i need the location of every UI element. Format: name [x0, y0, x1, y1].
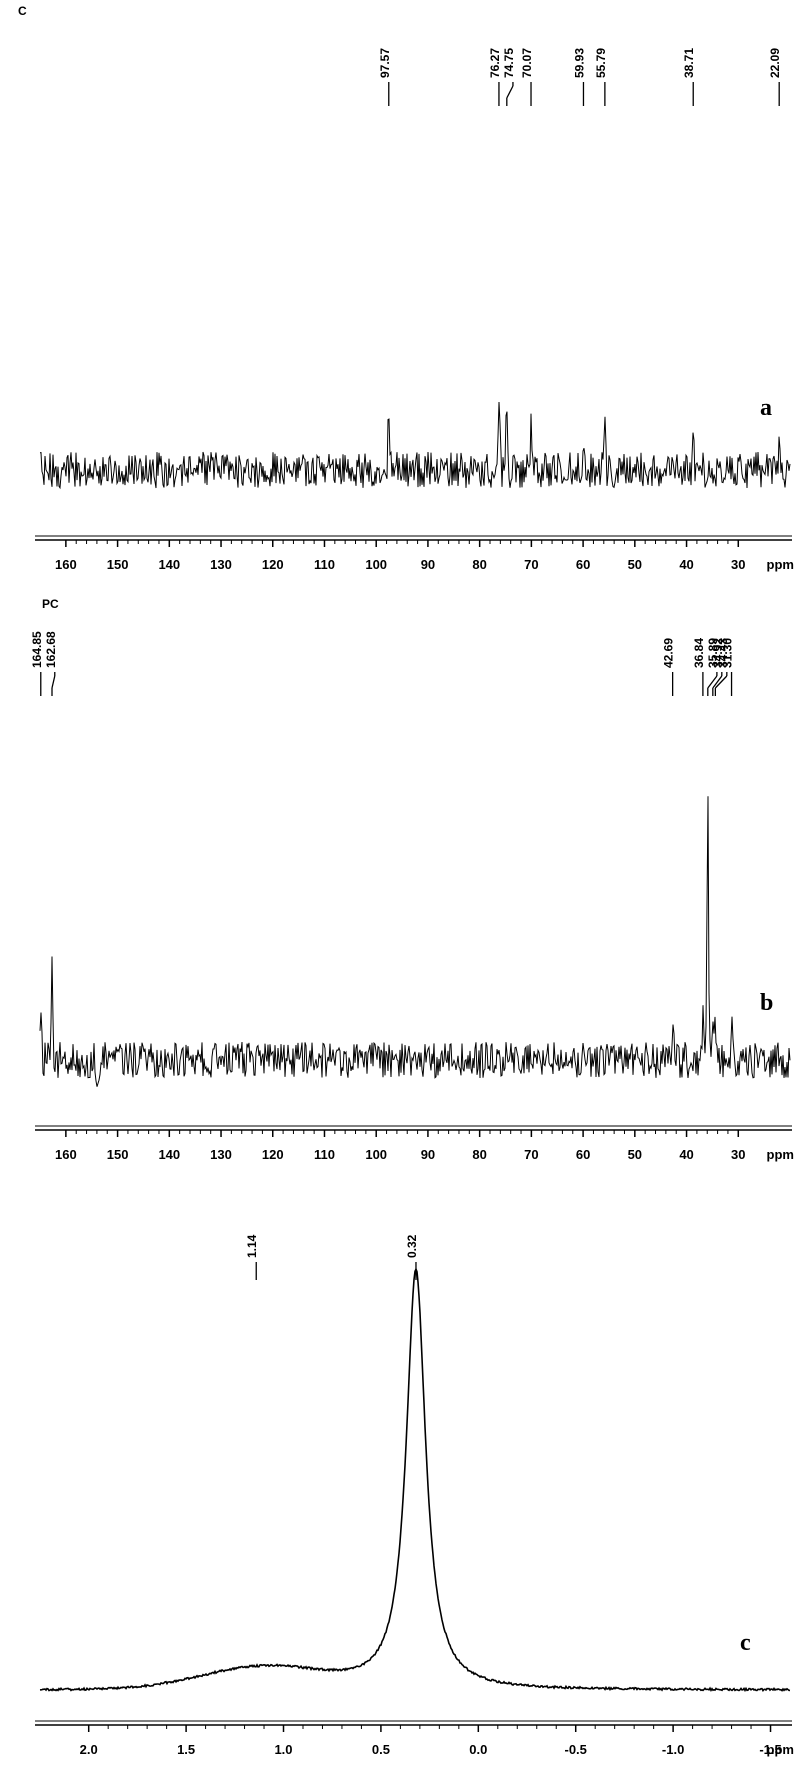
- svg-text:140: 140: [158, 1147, 180, 1162]
- svg-text:1.0: 1.0: [274, 1742, 292, 1757]
- svg-text:42.69: 42.69: [662, 638, 676, 668]
- svg-text:1.5: 1.5: [177, 1742, 195, 1757]
- svg-text:80: 80: [472, 557, 486, 572]
- svg-text:164.85: 164.85: [30, 631, 44, 668]
- svg-text:36.84: 36.84: [692, 638, 706, 668]
- svg-text:120: 120: [262, 557, 284, 572]
- svg-text:120: 120: [262, 1147, 284, 1162]
- svg-text:31.30: 31.30: [721, 638, 735, 668]
- panel-a: C a 97.57 76.2774.75 70.07 59.93 55.79 38.71 2…: [0, 0, 798, 590]
- svg-text:ppm: ppm: [767, 1147, 794, 1162]
- svg-text:50: 50: [628, 557, 642, 572]
- panel-a-label: a: [760, 395, 772, 422]
- svg-text:50: 50: [628, 1147, 642, 1162]
- panel-b-label: b: [760, 990, 773, 1017]
- svg-text:162.68: 162.68: [44, 631, 58, 668]
- svg-text:30: 30: [731, 557, 745, 572]
- svg-text:150: 150: [107, 557, 129, 572]
- svg-text:140: 140: [158, 557, 180, 572]
- svg-text:59.93: 59.93: [572, 48, 586, 78]
- svg-text:110: 110: [314, 557, 335, 572]
- svg-text:0.0: 0.0: [469, 1742, 487, 1757]
- svg-text:70: 70: [524, 1147, 538, 1162]
- svg-text:40: 40: [679, 1147, 693, 1162]
- svg-text:-1.0: -1.0: [662, 1742, 684, 1757]
- corner-label: C: [18, 4, 27, 18]
- svg-text:160: 160: [55, 1147, 77, 1162]
- svg-text:55.79: 55.79: [594, 48, 608, 78]
- svg-text:150: 150: [107, 1147, 129, 1162]
- svg-text:0.32: 0.32: [405, 1234, 419, 1258]
- svg-text:-0.5: -0.5: [565, 1742, 587, 1757]
- svg-text:76.27: 76.27: [488, 48, 502, 78]
- svg-text:70.07: 70.07: [520, 48, 534, 78]
- panel-c-svg: 1.140.322.01.51.00.50.0-0.5-1.0-1.5ppm: [0, 1180, 798, 1771]
- svg-text:0.5: 0.5: [372, 1742, 390, 1757]
- panel-b-svg: PC164.85162.6842.6936.8435.8934.9234.433…: [0, 590, 798, 1180]
- svg-text:100: 100: [365, 557, 387, 572]
- svg-text:22.09: 22.09: [768, 48, 782, 78]
- svg-text:40: 40: [679, 557, 693, 572]
- panel-c: c 1.140.322.01.51.00.50.0-0.5-1.0-1.5ppm: [0, 1180, 798, 1771]
- svg-text:130: 130: [210, 1147, 232, 1162]
- panel-a-svg: 97.57 76.2774.75 70.07 59.93 55.79 38.71 22.09…: [0, 0, 798, 590]
- svg-text:160: 160: [55, 557, 77, 572]
- svg-text:PC: PC: [42, 597, 59, 611]
- svg-text:60: 60: [576, 557, 590, 572]
- panel-b: b PC164.85162.6842.6936.8435.8934.9234.4…: [0, 590, 798, 1180]
- svg-text:90: 90: [421, 1147, 435, 1162]
- svg-text:100: 100: [365, 1147, 387, 1162]
- svg-text:90: 90: [421, 557, 435, 572]
- svg-text:97.57: 97.57: [378, 48, 392, 78]
- svg-text:38.71: 38.71: [682, 48, 696, 78]
- panel-c-label: c: [740, 1630, 751, 1657]
- svg-text:ppm: ppm: [767, 1742, 794, 1757]
- svg-text:60: 60: [576, 1147, 590, 1162]
- svg-text:ppm: ppm: [767, 557, 794, 572]
- svg-text:30: 30: [731, 1147, 745, 1162]
- svg-text:130: 130: [210, 557, 232, 572]
- svg-text:2.0: 2.0: [80, 1742, 98, 1757]
- svg-text:110: 110: [314, 1147, 335, 1162]
- svg-text:1.14: 1.14: [245, 1234, 259, 1258]
- svg-text:74.75: 74.75: [502, 48, 516, 78]
- svg-text:80: 80: [472, 1147, 486, 1162]
- svg-text:70: 70: [524, 557, 538, 572]
